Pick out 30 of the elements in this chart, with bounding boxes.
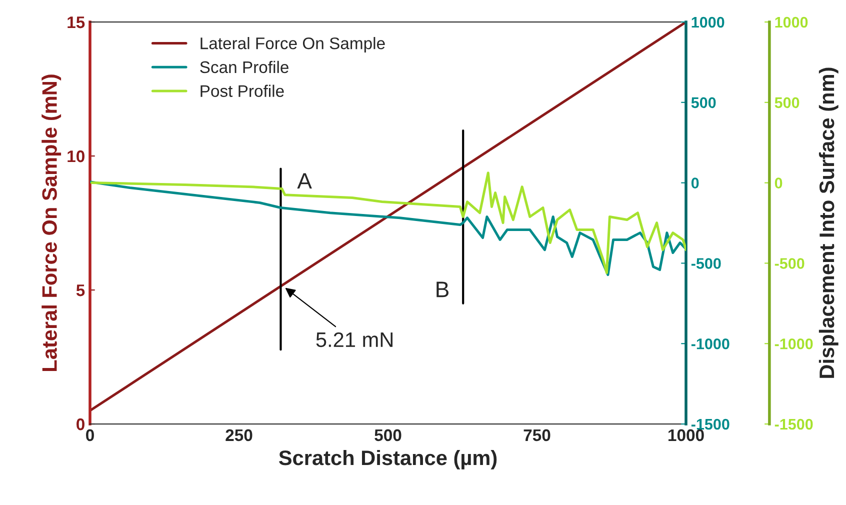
y3-tick-label: 0 — [774, 178, 782, 188]
x-tick-label: 1000 — [668, 429, 704, 442]
x-axis-title: Scratch Distance (µm) — [278, 450, 497, 470]
y3-tick-label: -1000 — [774, 338, 813, 350]
legend-label: Post Profile — [200, 84, 284, 97]
annotation: A — [297, 173, 312, 189]
y3-tick-label: 1000 — [775, 16, 808, 28]
legend-label: Scan Profile — [200, 60, 288, 74]
y3-tick-label: -500 — [774, 258, 804, 269]
x-tick-label: 0 — [86, 429, 94, 442]
y2-tick-label: 0 — [691, 178, 699, 188]
y-tick-label: 15 — [68, 16, 85, 28]
x-tick-label: 500 — [374, 429, 402, 442]
y2-tick-label: -1500 — [691, 418, 730, 430]
legend-label: Lateral Force On Sample — [200, 37, 385, 53]
y-tick-label: 5 — [76, 284, 85, 296]
annotation: B — [436, 282, 448, 298]
y2-tick-label: -500 — [691, 258, 721, 269]
y-tick-label: 0 — [76, 418, 84, 430]
y-tick-label: 10 — [68, 150, 84, 162]
y-axis-title: Lateral Force On Sample (mN) — [42, 74, 62, 371]
y2-tick-label: -1000 — [691, 338, 730, 350]
y2-tick-label: 1000 — [692, 16, 724, 28]
y3-tick-label: 500 — [774, 97, 800, 108]
y3-tick-label: -1500 — [774, 418, 813, 430]
x-tick-label: 750 — [524, 429, 550, 442]
annotation: 5.21 mN — [316, 332, 392, 348]
y2-axis-title: Displacement Into Surface (nm) — [818, 68, 838, 378]
x-tick-label: 250 — [226, 429, 252, 442]
y2-tick-label: 500 — [691, 97, 716, 108]
